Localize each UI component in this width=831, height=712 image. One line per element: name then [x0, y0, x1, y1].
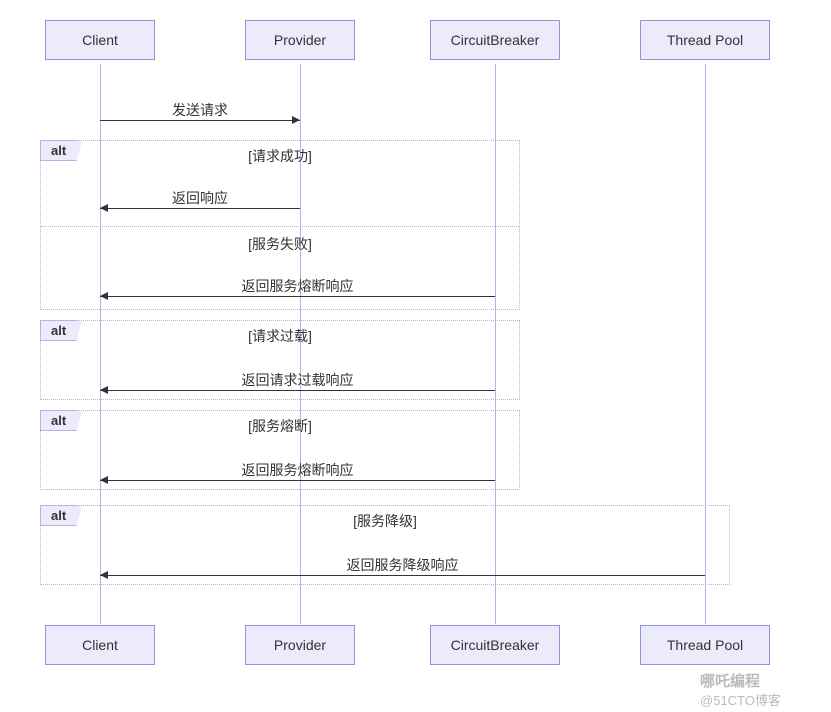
participant-client-top: Client — [45, 20, 155, 60]
message-line-2 — [100, 296, 495, 297]
message-line-4 — [100, 480, 495, 481]
message-arrowhead-3 — [100, 386, 108, 394]
message-line-0 — [100, 120, 300, 121]
message-arrowhead-4 — [100, 476, 108, 484]
alt-label-2: alt — [40, 410, 77, 431]
alt-guard-0-1: [服务失败] — [248, 234, 312, 254]
alt-divider — [41, 226, 519, 227]
message-label-4: 返回服务熔断响应 — [242, 460, 354, 480]
participant-provider-bottom: Provider — [245, 625, 355, 665]
message-line-3 — [100, 390, 495, 391]
alt-label-1: alt — [40, 320, 77, 341]
message-line-1 — [100, 208, 300, 209]
alt-label-3: alt — [40, 505, 77, 526]
alt-guard-2-0: [服务熔断] — [248, 416, 312, 436]
message-label-2: 返回服务熔断响应 — [242, 276, 354, 296]
participant-circuitbreaker-top: CircuitBreaker — [430, 20, 560, 60]
alt-label-0: alt — [40, 140, 77, 161]
alt-guard-3-0: [服务降级] — [353, 511, 417, 531]
participant-provider-top: Provider — [245, 20, 355, 60]
message-label-1: 返回响应 — [172, 188, 228, 208]
message-label-0: 发送请求 — [172, 100, 228, 120]
participant-threadpool-bottom: Thread Pool — [640, 625, 770, 665]
participant-circuitbreaker-bottom: CircuitBreaker — [430, 625, 560, 665]
watermark-0: 哪吒编程 — [700, 670, 760, 691]
alt-guard-1-0: [请求过载] — [248, 326, 312, 346]
message-label-5: 返回服务降级响应 — [347, 555, 459, 575]
participant-client-bottom: Client — [45, 625, 155, 665]
message-arrowhead-1 — [100, 204, 108, 212]
participant-threadpool-top: Thread Pool — [640, 20, 770, 60]
message-line-5 — [100, 575, 705, 576]
message-arrowhead-5 — [100, 571, 108, 579]
watermark-1: @51CTO博客 — [700, 690, 781, 709]
message-label-3: 返回请求过载响应 — [242, 370, 354, 390]
message-arrowhead-2 — [100, 292, 108, 300]
message-arrowhead-0 — [292, 116, 300, 124]
alt-guard-0-0: [请求成功] — [248, 146, 312, 166]
